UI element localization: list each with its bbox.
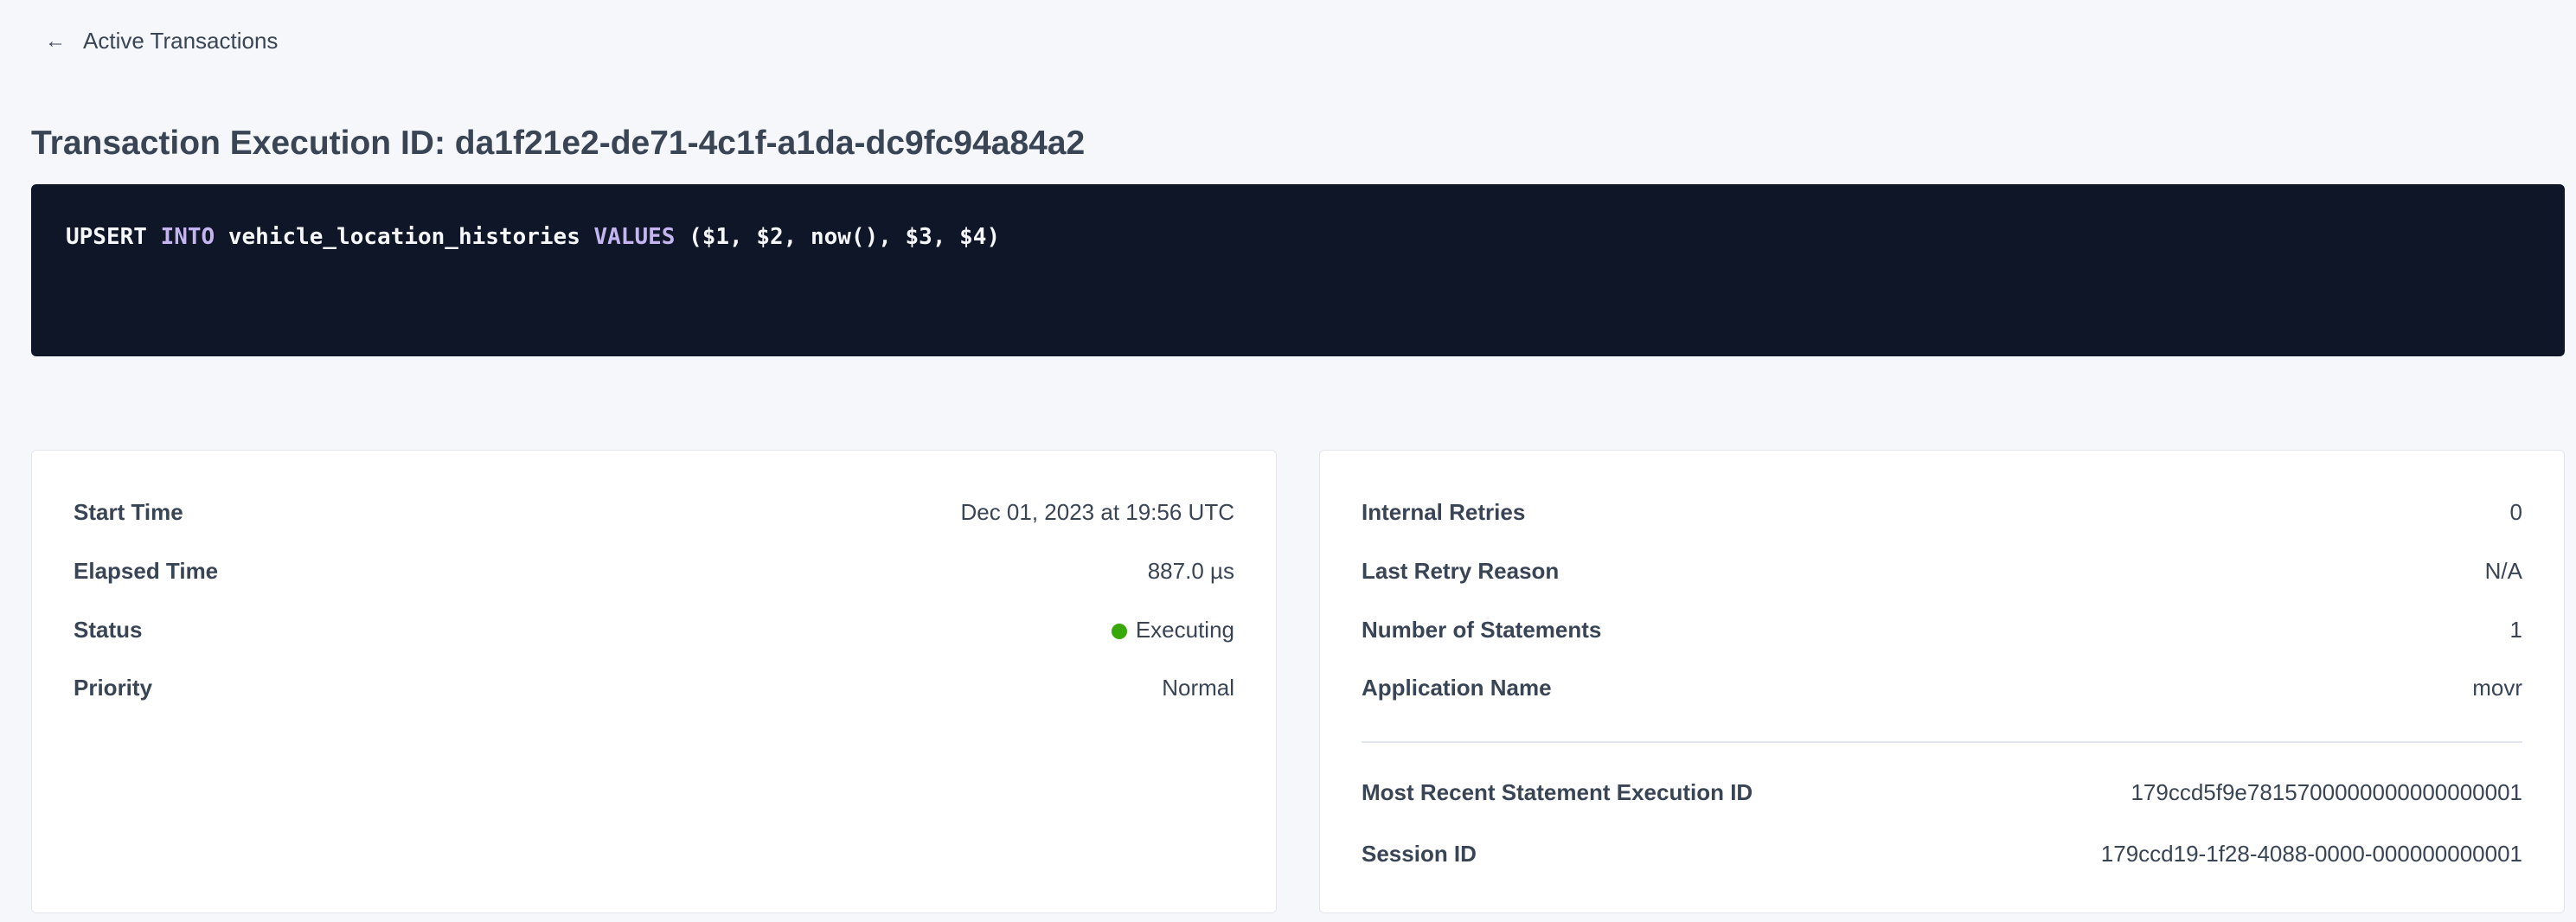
label: Last Retry Reason [1362,557,1560,584]
sql-text: ($1, $2, now(), $3, $4) [675,224,1001,250]
label: Status [74,616,143,643]
session-id-link[interactable]: 179ccd19-1f28-4088-0000-000000000001 [2100,840,2522,867]
sql-keyword: INTO [160,224,215,250]
divider [1362,741,2522,743]
status-dot-icon [1111,623,1127,639]
label: Most Recent Statement Execution ID [1362,778,1753,805]
value: Normal [1162,674,1234,701]
arrow-left-icon: ← [45,29,66,53]
value: movr [2472,674,2522,701]
row-most-recent-statement-id: Most Recent Statement Execution ID 179ccd… [1362,775,2522,810]
page-title: Transaction Execution ID: da1f21e2-de71-… [31,125,1086,162]
label: Application Name [1362,674,1552,701]
sql-statement-block: UPSERT INTO vehicle_location_histories V… [31,184,2565,356]
statement-execution-id-link[interactable]: 179ccd5f9e7815700000000000000001 [2131,778,2522,805]
row-start-time: Start Time Dec 01, 2023 at 19:56 UTC [74,495,1234,529]
sql-keyword: VALUES [593,224,676,250]
row-status: Status Executing [74,612,1234,647]
value: 1 [2509,616,2522,643]
back-link-active-transactions[interactable]: ← Active Transactions [45,28,278,54]
label: Internal Retries [1362,498,1526,525]
transaction-details-card: Internal Retries 0 Last Retry Reason N/A N… [1319,450,2565,913]
transaction-summary-card: Start Time Dec 01, 2023 at 19:56 UTC Elap… [31,450,1277,913]
sql-text: UPSERT [66,224,161,250]
status-value: Executing [1135,616,1234,643]
back-link-label: Active Transactions [83,28,279,54]
label: Number of Statements [1362,616,1602,643]
label: Start Time [74,498,183,525]
label: Session ID [1362,840,1477,867]
sql-text: vehicle_location_histories [215,224,594,250]
label: Priority [74,674,153,701]
row-number-of-statements: Number of Statements 1 [1362,612,2522,647]
value: N/A [2484,557,2522,584]
row-last-retry-reason: Last Retry Reason N/A [1362,554,2522,588]
label: Elapsed Time [74,557,219,584]
row-elapsed-time: Elapsed Time 887.0 µs [74,554,1234,588]
value: 0 [2509,498,2522,525]
row-application-name: Application Name movr [1362,670,2522,705]
row-session-id: Session ID 179ccd19-1f28-4088-0000-000000… [1362,836,2522,871]
row-internal-retries: Internal Retries 0 [1362,495,2522,529]
value: 887.0 µs [1147,557,1234,584]
value: Dec 01, 2023 at 19:56 UTC [960,498,1234,525]
row-priority: Priority Normal [74,670,1234,705]
